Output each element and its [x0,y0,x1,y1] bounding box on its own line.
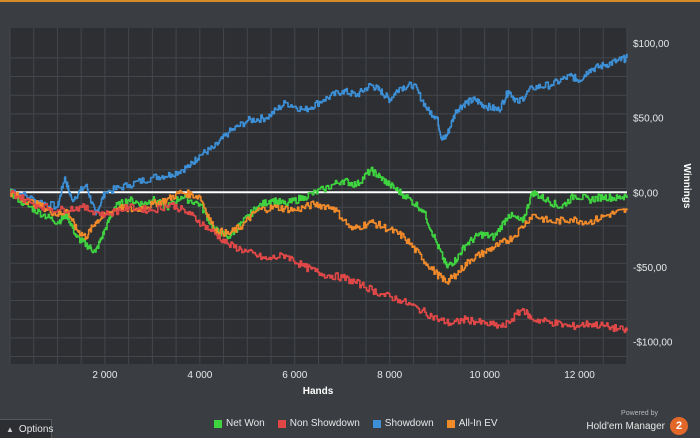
legend-label: Net Won [226,418,265,429]
legend-swatch [277,419,286,428]
x-tick-label: 12 000 [564,370,595,381]
legend-item-non-showdown[interactable]: Non Showdown [277,418,360,429]
series-non-showdown [10,189,628,334]
legend-item-showdown[interactable]: Showdown [372,418,434,429]
legend-swatch [214,419,222,428]
y-axis-ticks: $100,00 $50,00 $0,00 -$50,00 -$100,00 [633,39,673,349]
x-tick-label: 6 000 [282,370,307,381]
legend-label: Non Showdown [289,418,360,429]
x-tick-label: 10 000 [469,370,500,381]
x-axis-ticks: 2 000 4 000 6 000 8 000 10 000 12 000 [92,370,595,381]
series-net-won [10,166,628,269]
brand-name: Hold'em Manager [586,420,665,432]
legend-swatch [446,419,455,428]
x-tick-label: 2 000 [92,370,117,381]
y-tick-label: -$50,00 [633,263,667,274]
legend: Net Won Non Showdown Showdown All-In EV [214,418,498,429]
top-border [0,0,700,2]
legend-label: All-In EV [458,418,498,429]
chevron-up-icon: ▲ [6,424,14,434]
legend-label: Showdown [384,418,434,429]
x-axis-title: Hands [303,386,334,397]
brand-logo-icon: 2 [670,417,688,435]
y-tick-label: $50,00 [633,114,664,125]
brand: Powered by Hold'em Manager 2 [586,410,688,435]
series-all-in-ev [10,189,628,285]
options-button[interactable]: ▲ Options [0,419,54,438]
brand-powered-text: Powered by [621,410,658,417]
legend-swatch [372,419,381,428]
legend-item-net-won[interactable]: Net Won [214,418,265,429]
y-axis-title: Winnings [681,164,692,209]
series-layer [10,53,628,334]
y-tick-label: -$100,00 [633,338,673,349]
x-tick-label: 4 000 [187,370,212,381]
x-tick-label: 8 000 [377,370,402,381]
legend-item-all-in-ev[interactable]: All-In EV [446,418,498,429]
series-showdown [10,53,628,216]
y-tick-label: $100,00 [633,39,670,50]
options-label: Options [18,423,54,435]
y-tick-label: $0,00 [633,188,658,199]
